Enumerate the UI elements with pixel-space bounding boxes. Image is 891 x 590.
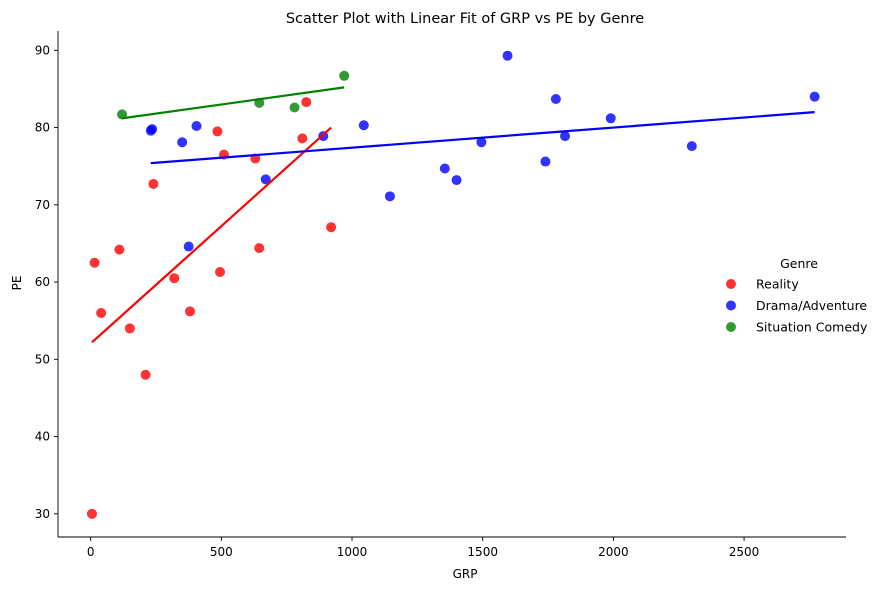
point-situation-comedy xyxy=(339,70,350,81)
point-reality xyxy=(86,508,97,519)
fit-line-reality xyxy=(91,126,332,344)
point-drama-adventure xyxy=(605,113,616,124)
point-drama-adventure xyxy=(358,120,369,131)
point-drama-adventure xyxy=(476,137,487,148)
point-drama-adventure xyxy=(686,141,697,152)
legend-label-situation-comedy: Situation Comedy xyxy=(756,320,868,335)
x-tick-label: 0 xyxy=(87,545,95,559)
point-drama-adventure xyxy=(451,175,462,186)
legend: Genre Reality Drama/Adventure Situation Co… xyxy=(726,256,868,335)
point-drama-adventure xyxy=(384,191,395,202)
point-reality xyxy=(254,243,265,254)
fit-lines-layer xyxy=(91,86,815,344)
fit-line-situation-comedy xyxy=(121,86,345,120)
y-tick-label: 90 xyxy=(35,43,50,57)
point-drama-adventure xyxy=(183,241,194,252)
point-drama-adventure xyxy=(260,174,271,185)
legend-items: Reality Drama/Adventure Situation Comedy xyxy=(726,277,868,335)
y-axis-ticks: 30 40 50 60 70 80 90 xyxy=(35,43,58,521)
point-reality xyxy=(215,267,226,278)
y-tick-label: 70 xyxy=(35,198,50,212)
point-reality xyxy=(114,244,125,255)
point-reality xyxy=(96,307,107,318)
y-tick-label: 60 xyxy=(35,275,50,289)
legend-marker-reality xyxy=(726,279,736,289)
point-drama-adventure xyxy=(502,50,513,61)
points-layer xyxy=(86,50,820,519)
point-drama-adventure xyxy=(560,131,571,142)
point-reality xyxy=(297,133,308,144)
point-reality xyxy=(169,273,180,284)
x-tick-label: 1500 xyxy=(467,545,498,559)
y-tick-label: 30 xyxy=(35,507,50,521)
point-reality xyxy=(140,369,151,380)
point-reality xyxy=(184,306,195,317)
point-drama-adventure xyxy=(177,137,188,148)
x-tick-label: 1000 xyxy=(337,545,368,559)
legend-label-drama-adventure: Drama/Adventure xyxy=(756,298,867,313)
x-tick-label: 2000 xyxy=(598,545,629,559)
y-axis-label: PE xyxy=(10,276,24,291)
legend-marker-drama-adventure xyxy=(726,300,736,311)
point-drama-adventure xyxy=(439,163,450,174)
point-drama-adventure xyxy=(191,121,202,132)
point-reality xyxy=(212,126,223,137)
point-drama-adventure xyxy=(809,91,820,102)
point-reality xyxy=(89,257,100,268)
fit-line-drama-adventure xyxy=(150,111,815,165)
x-axis-label: GRP xyxy=(453,567,478,581)
x-axis-ticks: 0 500 1000 1500 2000 2500 xyxy=(87,537,759,559)
x-tick-label: 2500 xyxy=(729,545,760,559)
point-reality xyxy=(326,222,337,233)
plot-area xyxy=(86,50,820,519)
x-tick-label: 500 xyxy=(210,545,233,559)
y-tick-label: 50 xyxy=(35,352,50,366)
point-reality xyxy=(124,323,135,334)
chart-title: Scatter Plot with Linear Fit of GRP vs P… xyxy=(286,11,644,27)
point-reality xyxy=(148,178,159,189)
point-drama-adventure xyxy=(540,156,551,167)
point-drama-adventure xyxy=(147,124,158,135)
legend-title: Genre xyxy=(780,256,818,271)
legend-marker-situation-comedy xyxy=(726,322,736,332)
point-situation-comedy xyxy=(289,102,300,113)
legend-label-reality: Reality xyxy=(756,277,799,292)
point-drama-adventure xyxy=(550,93,561,104)
point-reality xyxy=(301,97,312,108)
y-tick-label: 80 xyxy=(35,121,50,135)
y-tick-label: 40 xyxy=(35,430,50,444)
